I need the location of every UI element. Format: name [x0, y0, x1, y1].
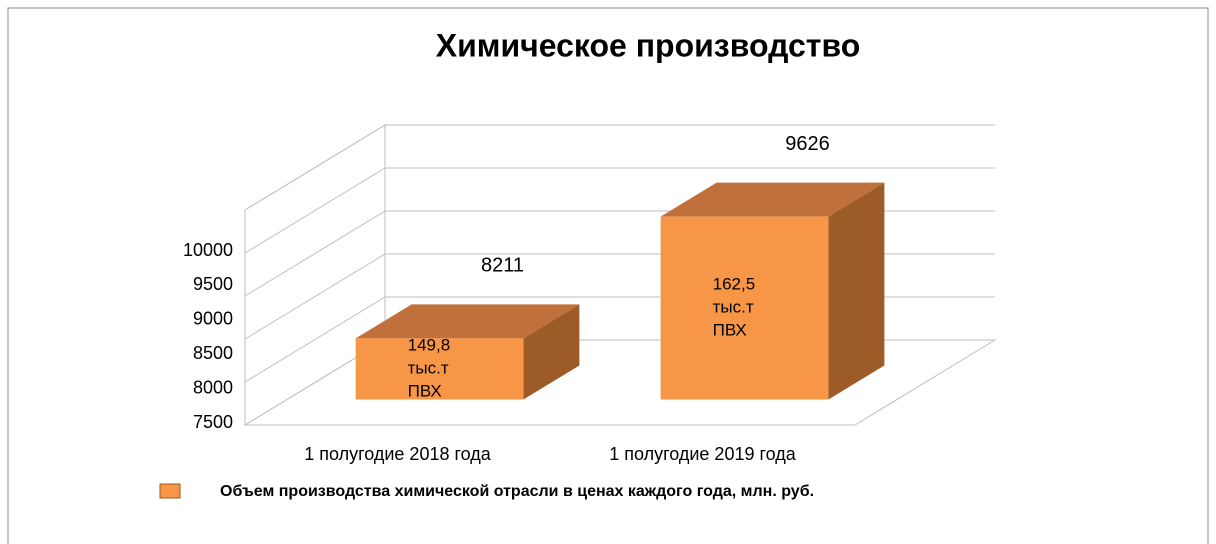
- bar-note: тыс.т: [713, 298, 754, 317]
- y-tick-label: 9000: [193, 309, 233, 329]
- y-tick-label: 9500: [193, 274, 233, 294]
- y-tick-label: 8000: [193, 377, 233, 397]
- bar: [660, 216, 829, 400]
- data-label: 9626: [785, 133, 830, 155]
- bar-note: ПВХ: [713, 321, 747, 340]
- x-tick-label: 1 полугодие 2018 года: [304, 444, 492, 464]
- grid-line: [244, 167, 995, 254]
- y-tick-label: 7500: [193, 412, 233, 432]
- bar-note: 162,5: [713, 275, 756, 294]
- legend-label: Объем производства химической отрасли в …: [220, 483, 814, 500]
- y-tick-label: 8500: [193, 343, 233, 363]
- bar-top: [355, 304, 580, 339]
- bar-top: [660, 182, 885, 217]
- bar-side: [828, 182, 885, 400]
- grid-line: [244, 124, 995, 211]
- chart-title: Химическое производство: [436, 27, 860, 63]
- legend-swatch: [159, 483, 181, 499]
- bar: [355, 338, 524, 400]
- bar-note: 149,8: [408, 335, 451, 354]
- bar-note: ПВХ: [408, 381, 442, 400]
- bar-side: [523, 304, 580, 400]
- x-tick-label: 1 полугодие 2019 года: [609, 444, 797, 464]
- y-tick-label: 10000: [183, 240, 233, 260]
- bar-note: тыс.т: [408, 358, 449, 377]
- data-label: 8211: [481, 255, 524, 277]
- chart-border: [7, 7, 1209, 544]
